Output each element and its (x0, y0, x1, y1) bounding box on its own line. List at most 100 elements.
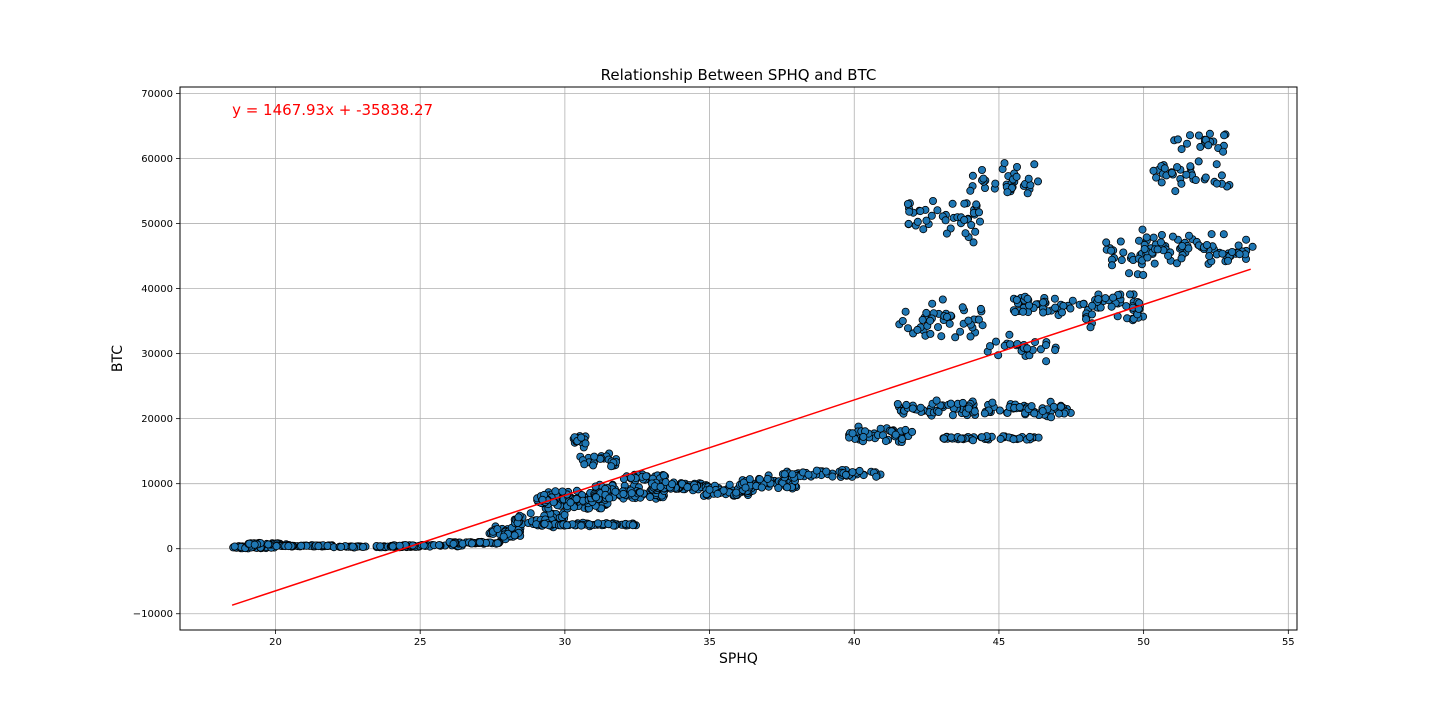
scatter-point (988, 398, 997, 407)
scatter-point (1006, 340, 1015, 349)
scatter-point (1023, 189, 1032, 198)
scatter-point (1034, 177, 1043, 186)
scatter-point (948, 199, 957, 208)
scatter-point (493, 539, 502, 548)
scatter-point (562, 521, 571, 530)
scatter-point (1019, 307, 1028, 316)
scatter-point (1042, 341, 1051, 350)
scatter-point (848, 468, 857, 477)
scatter-point (933, 206, 942, 215)
scatter-point (1125, 269, 1134, 278)
scatter-point (977, 433, 986, 442)
scatter-point (960, 199, 969, 208)
scatter-point (1153, 245, 1162, 254)
x-axis-title: SPHQ (719, 651, 758, 667)
scatter-point (659, 471, 668, 480)
scatter-point (1235, 250, 1244, 259)
scatter-point (475, 538, 484, 547)
regression-line (231, 268, 1251, 606)
scatter-point (859, 432, 868, 441)
scatter-point (1135, 236, 1144, 245)
scatter-point (1204, 141, 1213, 150)
scatter-point (970, 407, 979, 416)
scatter-point (934, 323, 943, 332)
scatter-point (1218, 249, 1227, 258)
x-tick-label: 30 (559, 637, 572, 648)
x-tick-label: 45 (993, 637, 1006, 648)
scatter-point (903, 199, 912, 208)
scatter-point (902, 400, 911, 409)
scatter-point (926, 329, 935, 338)
scatter-point (264, 540, 273, 549)
scatter-point (493, 525, 502, 534)
scatter-point (1013, 162, 1022, 171)
scatter-point (628, 521, 637, 530)
scatter-point (1156, 238, 1165, 247)
scatter-point (642, 472, 651, 481)
scatter-point (929, 196, 938, 205)
scatter-point (1202, 240, 1211, 249)
scatter-point (683, 483, 692, 492)
scatter-point (1030, 160, 1039, 169)
scatter-point (904, 219, 913, 228)
scatter-point (1186, 131, 1195, 140)
scatter-point (783, 483, 792, 492)
scatter-point (1088, 310, 1097, 319)
scatter-point (272, 542, 281, 551)
scatter-point (589, 461, 598, 470)
axis-ticks: 20 25 30 35 40 45 50 55 −10000 0 10000 20000 30000 40… (133, 89, 1295, 648)
scatter-point (1177, 179, 1186, 188)
scatter-point (1000, 159, 1009, 168)
scatter-point (934, 407, 943, 416)
scatter-point (745, 475, 754, 484)
scatter-point (972, 200, 981, 209)
x-tick-label: 50 (1137, 637, 1150, 648)
scatter-point (1142, 233, 1151, 242)
scatter-point (967, 220, 976, 229)
scatter-point (901, 425, 910, 434)
scatter-point (1109, 293, 1118, 302)
scatter-point (656, 482, 665, 491)
scatter-point (1219, 147, 1228, 156)
scatter-point (969, 238, 978, 247)
scatter-point (1058, 308, 1067, 317)
scatter-point (572, 494, 581, 503)
scatter-point (913, 217, 922, 226)
scatter-point (995, 406, 1004, 415)
scatter-point (1050, 294, 1059, 303)
scatter-point (848, 429, 857, 438)
scatter-point (1116, 237, 1125, 246)
scatter-point (961, 229, 970, 238)
scatter-point (1248, 242, 1257, 251)
scatter-point (604, 520, 613, 529)
y-axis-title: BTC (110, 345, 126, 372)
scatter-point (1177, 254, 1186, 263)
scatter-point (937, 332, 946, 341)
scatter-point (908, 427, 917, 436)
scatter-point (958, 398, 967, 407)
scatter-point (514, 513, 523, 522)
scatter-point (581, 439, 590, 448)
scatter-point (1234, 241, 1243, 250)
scatter-point (230, 542, 239, 551)
scatter-point (986, 342, 995, 351)
scatter-point (928, 299, 937, 308)
x-tick-label: 20 (269, 637, 282, 648)
scatter-point (971, 227, 980, 236)
scatter-point (388, 542, 397, 551)
scatter-point (284, 542, 293, 551)
scatter-point (1042, 357, 1051, 366)
scatter-point (1173, 163, 1182, 172)
scatter-point (916, 403, 925, 412)
scatter-point (926, 316, 935, 325)
scatter-point (1157, 178, 1166, 187)
scatter-point (996, 434, 1005, 443)
scatter-point (1194, 157, 1203, 166)
y-tick-label: 30000 (141, 349, 173, 360)
scatter-point (876, 424, 885, 433)
scatter-point (1194, 131, 1203, 140)
scatter-point (948, 411, 957, 420)
scatter-point (499, 532, 508, 541)
scatter-point (966, 332, 975, 341)
